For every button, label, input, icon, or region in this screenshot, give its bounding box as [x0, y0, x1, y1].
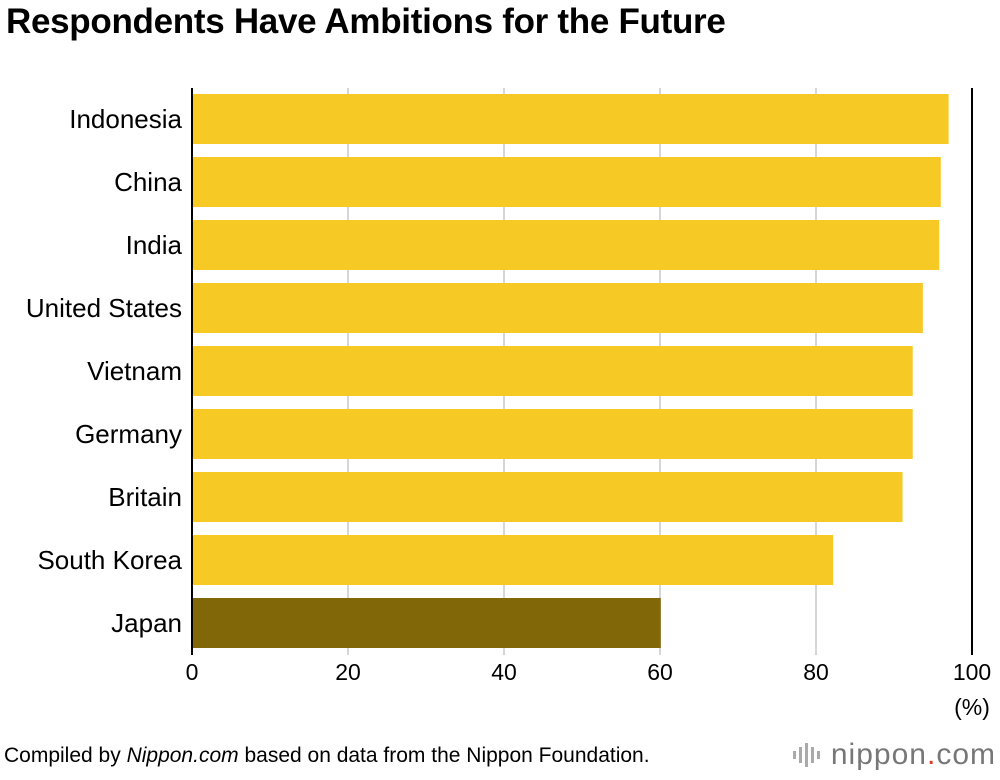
- page-title: Respondents Have Ambitions for the Futur…: [6, 2, 726, 41]
- logo-brand: nippon: [830, 738, 927, 771]
- x-tick-label: 20: [335, 659, 361, 685]
- bar-britain: [192, 472, 903, 522]
- category-label: Japan: [111, 608, 182, 638]
- logo-tld: com: [936, 738, 996, 771]
- unit-label: (%): [954, 694, 990, 720]
- category-label: United States: [26, 293, 182, 323]
- footer-prefix: Compiled by: [4, 744, 127, 767]
- x-tick-label: 80: [803, 659, 829, 685]
- bar-indonesia: [192, 94, 949, 144]
- bar-china: [192, 157, 941, 207]
- footer-suffix: based on data from the Nippon Foundation…: [238, 744, 650, 767]
- category-labels: Indonesia China India United States Vietnam G…: [26, 104, 183, 638]
- x-tick-label: 100: [953, 659, 991, 685]
- category-label: China: [114, 167, 182, 197]
- x-tick-label: 60: [647, 659, 673, 685]
- bars: [192, 94, 949, 648]
- x-axis: 0 20 40 60 80 100: [186, 88, 991, 685]
- category-label: Vietnam: [87, 356, 182, 386]
- sound-wave-icon: [792, 743, 820, 767]
- category-label: Britain: [108, 482, 182, 512]
- source-footer: Compiled by Nippon.com based on data fro…: [4, 744, 650, 768]
- bar-vietnam: [192, 346, 913, 396]
- category-label: Indonesia: [69, 104, 182, 134]
- x-tick-label: 40: [491, 659, 517, 685]
- category-label: South Korea: [37, 545, 182, 575]
- logo-dot: .: [926, 738, 937, 771]
- bar-japan: [192, 598, 661, 648]
- footer-source-site: Nippon.com: [126, 744, 239, 767]
- bar-united-states: [192, 283, 923, 333]
- bar-germany: [192, 409, 913, 459]
- nippon-logo: nippon. com: [792, 738, 996, 772]
- category-label: India: [126, 230, 183, 260]
- category-label: Germany: [75, 419, 182, 449]
- bar-south-korea: [192, 535, 834, 585]
- bar-chart: Indonesia China India United States Vietnam G…: [26, 88, 991, 720]
- x-tick-label: 0: [186, 659, 199, 685]
- bar-india: [192, 220, 940, 270]
